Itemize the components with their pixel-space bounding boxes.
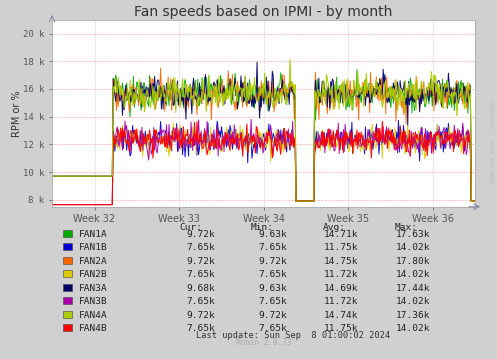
Text: FAN1A: FAN1A bbox=[79, 230, 107, 239]
Text: 9.68k: 9.68k bbox=[186, 284, 215, 293]
Text: FAN2B: FAN2B bbox=[79, 270, 107, 279]
Text: 14.74k: 14.74k bbox=[324, 311, 358, 320]
Text: 11.72k: 11.72k bbox=[324, 270, 358, 279]
Text: 11.75k: 11.75k bbox=[324, 243, 358, 252]
Text: Max:: Max: bbox=[395, 223, 417, 232]
Text: 14.02k: 14.02k bbox=[396, 297, 430, 306]
Text: FAN4A: FAN4A bbox=[79, 311, 107, 320]
Text: 7.65k: 7.65k bbox=[186, 270, 215, 279]
Bar bbox=[63, 243, 72, 250]
Text: 14.02k: 14.02k bbox=[396, 325, 430, 334]
Text: 11.75k: 11.75k bbox=[324, 325, 358, 334]
Text: Cur:: Cur: bbox=[179, 223, 202, 232]
Text: RRDTOOL / TOBI OETIKER: RRDTOOL / TOBI OETIKER bbox=[489, 101, 494, 183]
Text: Avg:: Avg: bbox=[323, 223, 345, 232]
Text: FAN3A: FAN3A bbox=[79, 284, 107, 293]
Text: FAN3B: FAN3B bbox=[79, 297, 107, 306]
Text: 14.75k: 14.75k bbox=[324, 257, 358, 266]
Text: 14.02k: 14.02k bbox=[396, 243, 430, 252]
Text: 7.65k: 7.65k bbox=[258, 297, 287, 306]
Text: Min:: Min: bbox=[250, 223, 274, 232]
Text: 17.80k: 17.80k bbox=[396, 257, 430, 266]
Text: 11.72k: 11.72k bbox=[324, 297, 358, 306]
Text: 14.69k: 14.69k bbox=[324, 284, 358, 293]
Text: FAN2A: FAN2A bbox=[79, 257, 107, 266]
Text: Last update: Sun Sep  8 01:00:02 2024: Last update: Sun Sep 8 01:00:02 2024 bbox=[196, 331, 390, 340]
Text: 7.65k: 7.65k bbox=[258, 325, 287, 334]
Bar bbox=[63, 257, 72, 264]
Text: 17.44k: 17.44k bbox=[396, 284, 430, 293]
Bar bbox=[63, 284, 72, 291]
Text: 14.02k: 14.02k bbox=[396, 270, 430, 279]
Bar bbox=[63, 297, 72, 304]
Text: 9.72k: 9.72k bbox=[186, 257, 215, 266]
Text: 9.72k: 9.72k bbox=[258, 257, 287, 266]
Bar bbox=[63, 311, 72, 318]
Text: 9.72k: 9.72k bbox=[186, 230, 215, 239]
Text: 17.36k: 17.36k bbox=[396, 311, 430, 320]
Title: Fan speeds based on IPMI - by month: Fan speeds based on IPMI - by month bbox=[134, 5, 393, 19]
Text: Munin 2.0.73: Munin 2.0.73 bbox=[236, 338, 291, 347]
Text: FAN1B: FAN1B bbox=[79, 243, 107, 252]
Text: 7.65k: 7.65k bbox=[186, 297, 215, 306]
Text: 9.72k: 9.72k bbox=[258, 311, 287, 320]
Text: 9.63k: 9.63k bbox=[258, 284, 287, 293]
Text: 7.65k: 7.65k bbox=[186, 243, 215, 252]
Bar bbox=[63, 270, 72, 277]
Y-axis label: RPM or %: RPM or % bbox=[11, 90, 22, 136]
Text: 17.63k: 17.63k bbox=[396, 230, 430, 239]
Bar bbox=[63, 325, 72, 331]
Text: 7.65k: 7.65k bbox=[258, 270, 287, 279]
Text: FAN4B: FAN4B bbox=[79, 325, 107, 334]
Text: 9.72k: 9.72k bbox=[186, 311, 215, 320]
Text: 9.63k: 9.63k bbox=[258, 230, 287, 239]
Text: 7.65k: 7.65k bbox=[186, 325, 215, 334]
Text: 7.65k: 7.65k bbox=[258, 243, 287, 252]
Bar bbox=[63, 230, 72, 237]
Text: 14.71k: 14.71k bbox=[324, 230, 358, 239]
